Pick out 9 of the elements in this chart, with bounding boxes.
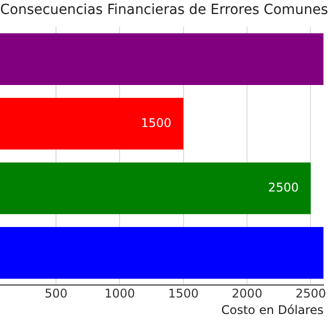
x-tick-label: 2500 (295, 286, 326, 301)
x-tick-label: 1500 (168, 286, 199, 301)
x-tick-label: 500 (44, 286, 68, 301)
data-label: 2500 (268, 180, 299, 194)
chart-title: Consecuencias Financieras de Errores Comunes (0, 2, 328, 18)
x-axis-title: Costo en Dólares (221, 302, 324, 317)
data-label: 1500 (140, 116, 172, 130)
x-tick-label: 2000 (232, 286, 262, 301)
x-tick-label: 1000 (104, 286, 135, 301)
